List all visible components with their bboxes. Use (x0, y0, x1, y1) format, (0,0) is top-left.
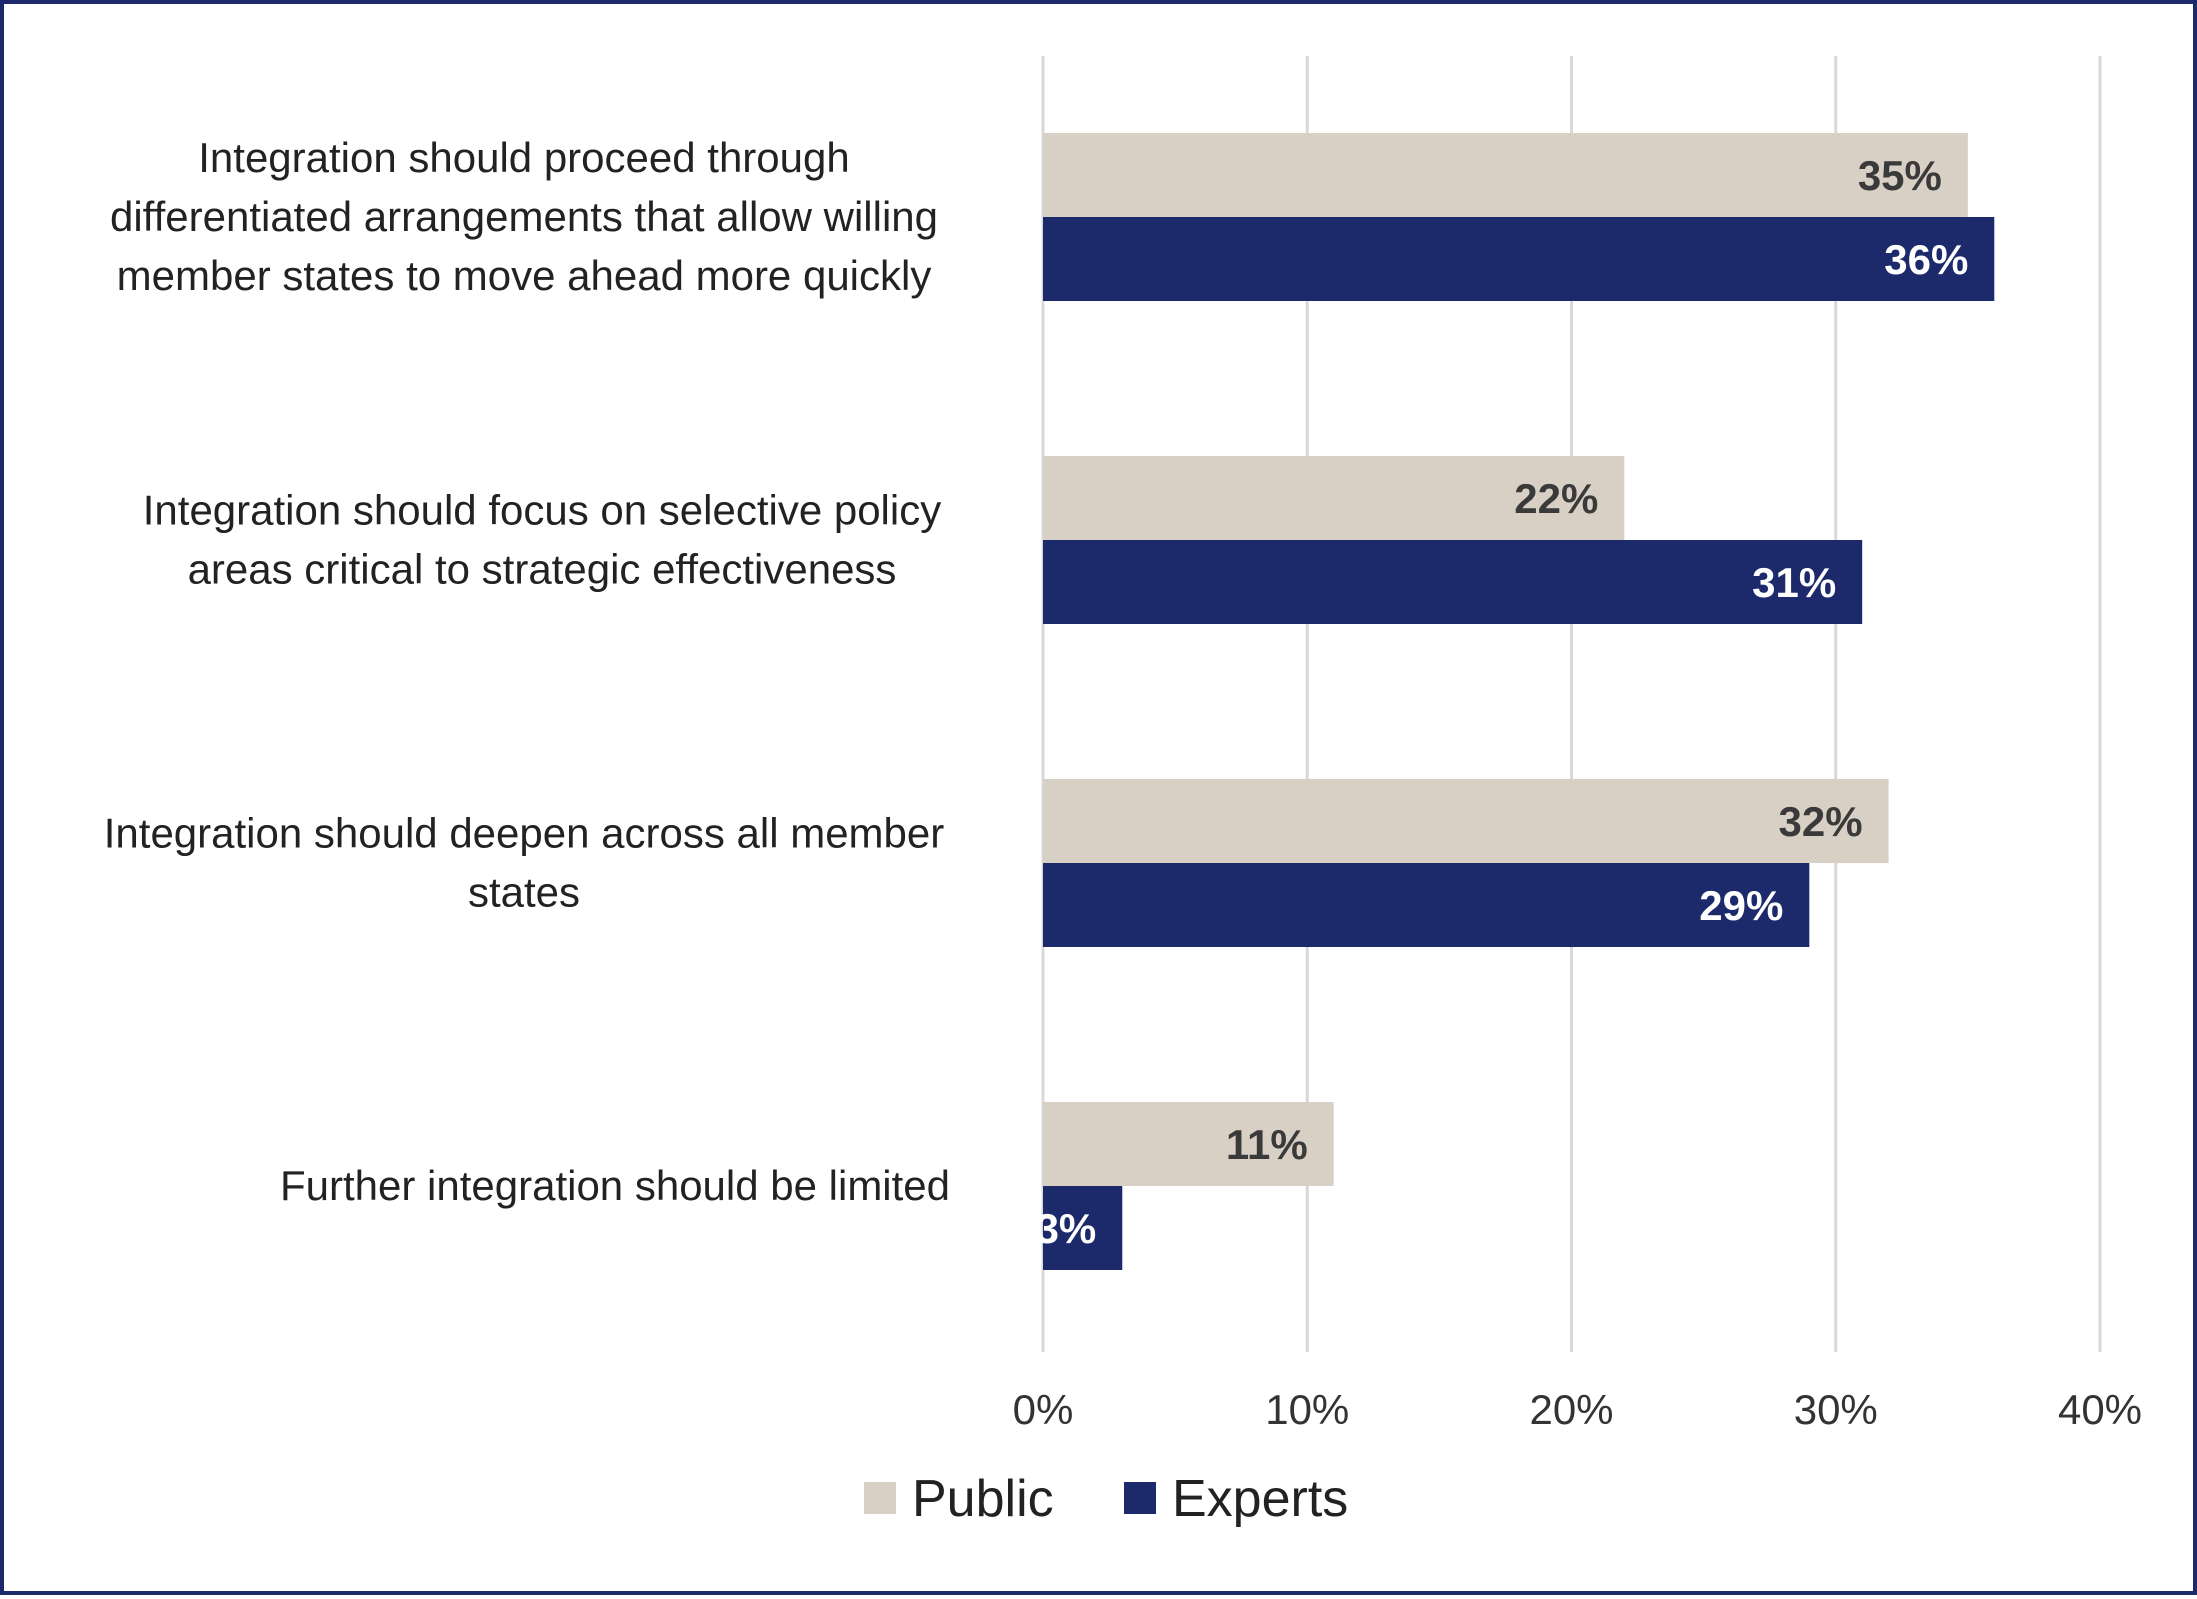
bar-public (1043, 133, 1968, 217)
category-label-line: Integration should proceed through (198, 134, 849, 181)
legend-swatch-public (864, 1482, 896, 1514)
category-labels: Integration should proceed through differ… (104, 134, 950, 1209)
x-tick-label: 0% (1013, 1386, 1074, 1433)
x-tick-label: 30% (1794, 1386, 1878, 1433)
bar-chart: 35% 36% 22% 31% 32% 29% 11% 3% Integration shou… (104, 56, 2142, 1528)
x-tick-label: 20% (1529, 1386, 1613, 1433)
category-label-line: Integration should deepen across all mem… (104, 810, 945, 857)
bar-experts (1043, 1186, 1123, 1270)
bar-public (1043, 779, 1889, 863)
category-label: Integration should proceed through differ… (110, 134, 938, 299)
legend-label-public: Public (912, 1470, 1054, 1528)
bar-public (1043, 456, 1625, 540)
category-label-line: Integration should focus on selective po… (143, 487, 941, 534)
x-tick-label: 10% (1265, 1386, 1349, 1433)
legend-label-experts: Experts (1172, 1470, 1348, 1528)
legend-swatch-experts (1124, 1482, 1156, 1514)
legend: Public Experts (864, 1470, 1348, 1528)
category-label-line: areas critical to strategic effectivenes… (188, 546, 897, 593)
data-label-experts: 3% (1036, 1205, 1097, 1252)
data-label-public: 35% (1858, 152, 1942, 199)
category-label: Integration should deepen across all mem… (104, 810, 945, 916)
category-label-line: Further integration should be limited (280, 1162, 950, 1209)
category-label-line: member states to move ahead more quickly (117, 252, 932, 299)
category-label-line: states (468, 869, 580, 916)
bar-experts (1043, 540, 1863, 624)
bar-experts (1043, 217, 1995, 301)
data-label-public: 11% (1226, 1121, 1308, 1168)
x-tick-label: 40% (2058, 1386, 2142, 1433)
category-label-line: differentiated arrangements that allow w… (110, 193, 938, 240)
data-label-experts: 31% (1752, 559, 1836, 606)
x-axis-ticks: 0% 10% 20% 30% 40% (1013, 1386, 2142, 1433)
data-label-experts: 36% (1884, 236, 1968, 283)
bar-experts (1043, 863, 1810, 947)
bars: 35% 36% 22% 31% 32% 29% 11% 3% (1036, 133, 1995, 1270)
data-label-experts: 29% (1699, 882, 1783, 929)
bar-public (1043, 1102, 1334, 1186)
data-label-public: 32% (1779, 798, 1863, 845)
category-label: Further integration should be limited (280, 1162, 950, 1209)
category-label: Integration should focus on selective po… (143, 487, 941, 593)
data-label-public: 22% (1514, 475, 1598, 522)
